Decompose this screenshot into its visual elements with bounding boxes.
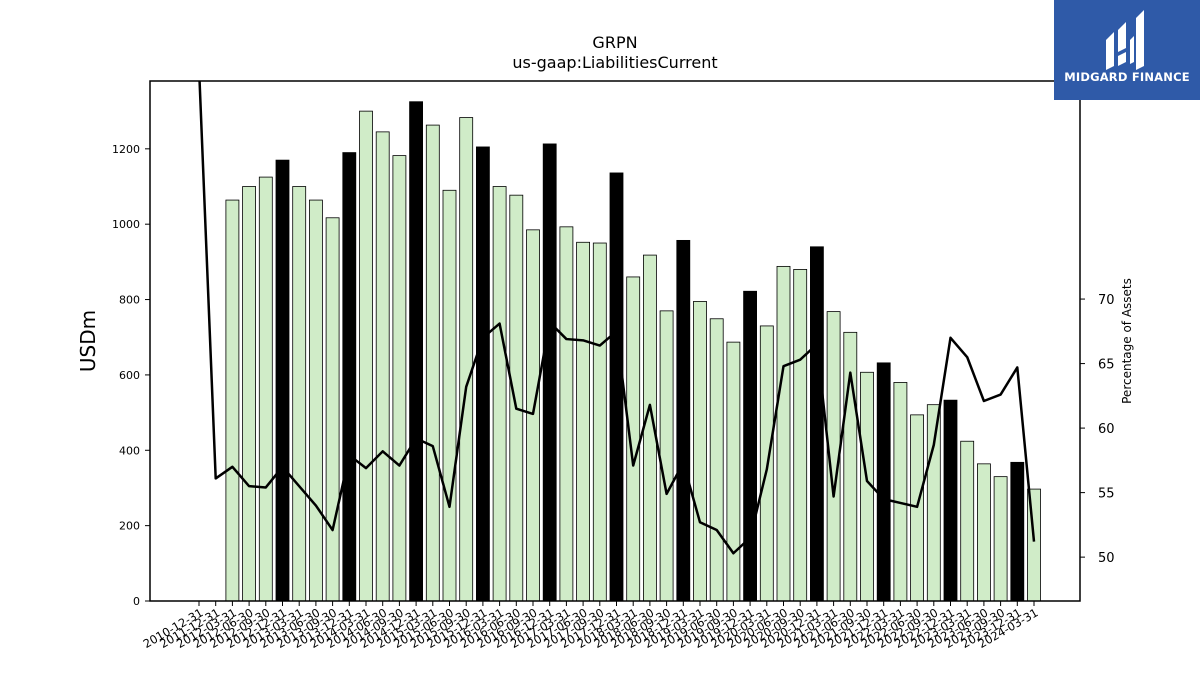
right-axis-ticks: 50 55 60 65 70 xyxy=(1080,293,1115,566)
y-tick-label: 200 xyxy=(119,520,140,533)
bar xyxy=(292,186,307,602)
line-series xyxy=(198,81,1036,555)
bar xyxy=(492,186,507,602)
chart-title: GRPN xyxy=(592,33,637,52)
bar xyxy=(542,143,557,602)
y2-axis-label: Percentage of Assets xyxy=(1120,278,1134,404)
bar xyxy=(776,265,791,602)
x-axis-ticks: 2010-12-312011-12-312012-03-312012-06-30… xyxy=(141,601,1041,651)
bar xyxy=(342,152,357,602)
y-tick-label: 0 xyxy=(133,595,140,608)
plot-frame xyxy=(149,80,1081,602)
y2-tick-label: 50 xyxy=(1098,551,1115,566)
bar xyxy=(359,110,373,602)
y-tick-label: 800 xyxy=(119,294,140,307)
bar xyxy=(225,199,240,602)
bar xyxy=(709,318,724,602)
midgard-mark-icon xyxy=(1106,10,1144,70)
bar xyxy=(258,176,273,602)
y-axis-label: USDm xyxy=(76,310,100,372)
bar xyxy=(425,124,440,602)
bar xyxy=(609,172,624,602)
bar xyxy=(308,199,323,602)
brand-logo: MIDGARD FINANCE xyxy=(1054,0,1200,100)
bar xyxy=(943,399,958,602)
y2-tick-label: 55 xyxy=(1098,487,1115,502)
bar xyxy=(526,229,540,602)
bar xyxy=(960,440,975,602)
bar xyxy=(676,239,691,602)
bar-series xyxy=(225,101,1041,602)
bar xyxy=(242,186,257,602)
y-tick-label: 1200 xyxy=(112,143,140,156)
bar xyxy=(392,155,407,602)
chart-subtitle: us-gaap:LiabilitiesCurrent xyxy=(512,53,717,72)
left-axis-ticks: 0 200 400 600 800 1000 1200 xyxy=(112,143,150,608)
y2-tick-label: 70 xyxy=(1098,293,1115,308)
percentage-line xyxy=(198,81,1036,555)
bar xyxy=(275,159,290,602)
brand-name: MIDGARD FINANCE xyxy=(1064,70,1190,84)
bar xyxy=(893,382,908,602)
bar xyxy=(576,241,590,602)
y-tick-label: 1000 xyxy=(112,218,140,231)
bar xyxy=(993,476,1008,602)
bar xyxy=(926,404,941,602)
bar xyxy=(659,310,674,602)
y-tick-label: 600 xyxy=(119,369,140,382)
bar xyxy=(793,269,808,602)
y2-tick-label: 60 xyxy=(1098,422,1115,437)
bar xyxy=(1010,461,1025,602)
bar xyxy=(726,341,741,602)
bar xyxy=(876,362,891,602)
logo-background xyxy=(1054,0,1200,100)
bar xyxy=(375,131,390,602)
bar xyxy=(442,189,457,602)
bar xyxy=(475,146,490,602)
bar xyxy=(559,226,574,602)
bar xyxy=(509,194,524,602)
bar xyxy=(743,290,757,602)
bar xyxy=(977,463,991,602)
y-tick-label: 400 xyxy=(119,444,140,457)
y2-tick-label: 65 xyxy=(1098,358,1115,373)
bar xyxy=(693,301,707,602)
bar xyxy=(325,217,340,602)
bar xyxy=(459,117,474,602)
bar xyxy=(409,101,424,602)
bar xyxy=(810,246,824,602)
bar xyxy=(592,242,607,602)
